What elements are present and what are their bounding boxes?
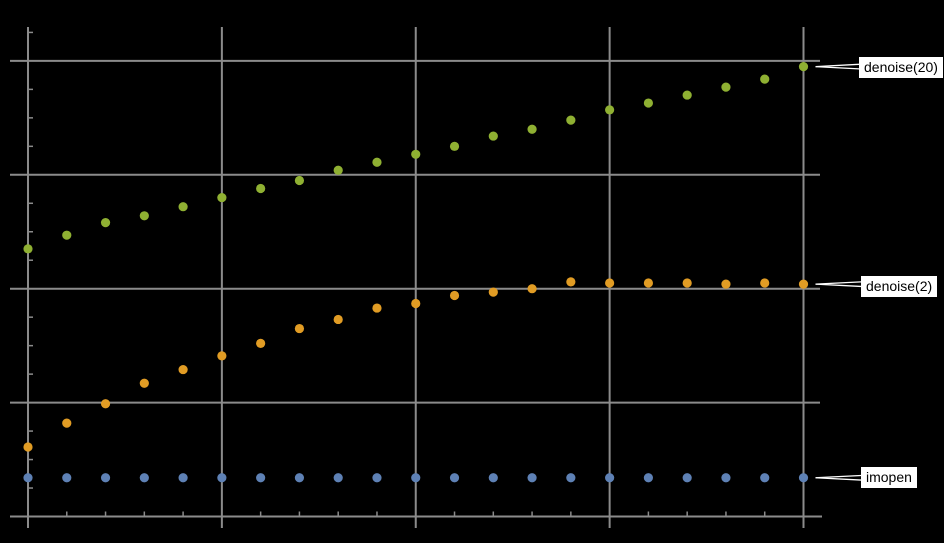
data-point xyxy=(527,124,537,134)
data-point xyxy=(488,473,498,483)
data-point xyxy=(62,418,72,428)
data-point xyxy=(682,473,692,483)
data-point xyxy=(605,278,615,288)
data-point xyxy=(721,473,731,483)
data-point xyxy=(256,183,266,194)
data-point xyxy=(256,338,266,348)
data-point xyxy=(23,473,33,483)
data-point xyxy=(643,98,654,108)
data-point xyxy=(294,323,305,334)
data-point xyxy=(682,278,692,288)
data-point xyxy=(566,473,576,483)
callout-label-imopen: imopen xyxy=(861,467,917,488)
data-point xyxy=(372,473,382,483)
series-denoise2 xyxy=(23,277,809,452)
data-point xyxy=(139,211,149,221)
data-point xyxy=(760,473,770,483)
data-point xyxy=(100,218,111,228)
data-point xyxy=(139,378,149,388)
data-point xyxy=(372,303,382,313)
grid-line xyxy=(815,281,862,285)
data-point xyxy=(643,473,654,483)
data-point xyxy=(411,298,421,309)
grid-line xyxy=(815,477,862,481)
data-point xyxy=(527,473,537,483)
data-point xyxy=(372,157,382,167)
callout-text-denoise2: denoise(2) xyxy=(866,278,933,294)
minor-ticks xyxy=(28,31,766,517)
callout-label-denoise2: denoise(2) xyxy=(861,276,938,297)
data-point xyxy=(488,131,498,141)
data-point xyxy=(566,115,576,125)
grid-line xyxy=(815,63,860,68)
grid-line xyxy=(815,65,860,70)
data-point xyxy=(333,314,343,325)
data-point xyxy=(566,277,576,287)
callout-leader-lines xyxy=(815,63,862,481)
data-point xyxy=(527,284,537,294)
data-point xyxy=(100,399,111,409)
data-point xyxy=(294,175,305,186)
data-point xyxy=(488,287,498,297)
callout-text-imopen: imopen xyxy=(866,469,912,485)
data-point xyxy=(682,90,692,100)
data-point xyxy=(605,105,615,115)
data-point xyxy=(62,230,72,240)
data-point xyxy=(333,473,343,483)
data-point xyxy=(643,278,654,288)
data-point xyxy=(217,192,227,203)
callout-text-denoise20: denoise(20) xyxy=(864,59,938,75)
data-point xyxy=(411,149,421,159)
data-point xyxy=(721,279,731,289)
series-imopen xyxy=(23,473,809,483)
grid-line xyxy=(815,474,862,479)
data-point xyxy=(333,165,343,175)
data-point xyxy=(760,74,770,84)
grid-line xyxy=(815,283,862,288)
data-point xyxy=(798,61,809,72)
gridlines xyxy=(10,27,820,528)
series-denoise20 xyxy=(23,61,809,254)
data-point xyxy=(23,442,33,452)
data-point xyxy=(449,141,460,151)
data-point xyxy=(411,473,421,483)
data-point xyxy=(62,473,72,483)
data-point xyxy=(256,473,266,483)
data-point xyxy=(449,290,460,301)
data-point xyxy=(449,473,460,483)
callout-label-denoise20: denoise(20) xyxy=(859,57,943,78)
data-point xyxy=(294,473,305,483)
data-point xyxy=(139,473,149,483)
data-point xyxy=(721,82,731,92)
data-point xyxy=(178,202,188,212)
data-point xyxy=(605,473,615,483)
data-point xyxy=(178,364,188,375)
data-point xyxy=(100,473,111,483)
data-point xyxy=(798,473,809,483)
data-point xyxy=(217,473,227,483)
data-point xyxy=(798,279,809,289)
data-point xyxy=(178,473,188,483)
data-point xyxy=(23,244,33,254)
data-point xyxy=(760,278,770,288)
data-point xyxy=(217,351,227,361)
